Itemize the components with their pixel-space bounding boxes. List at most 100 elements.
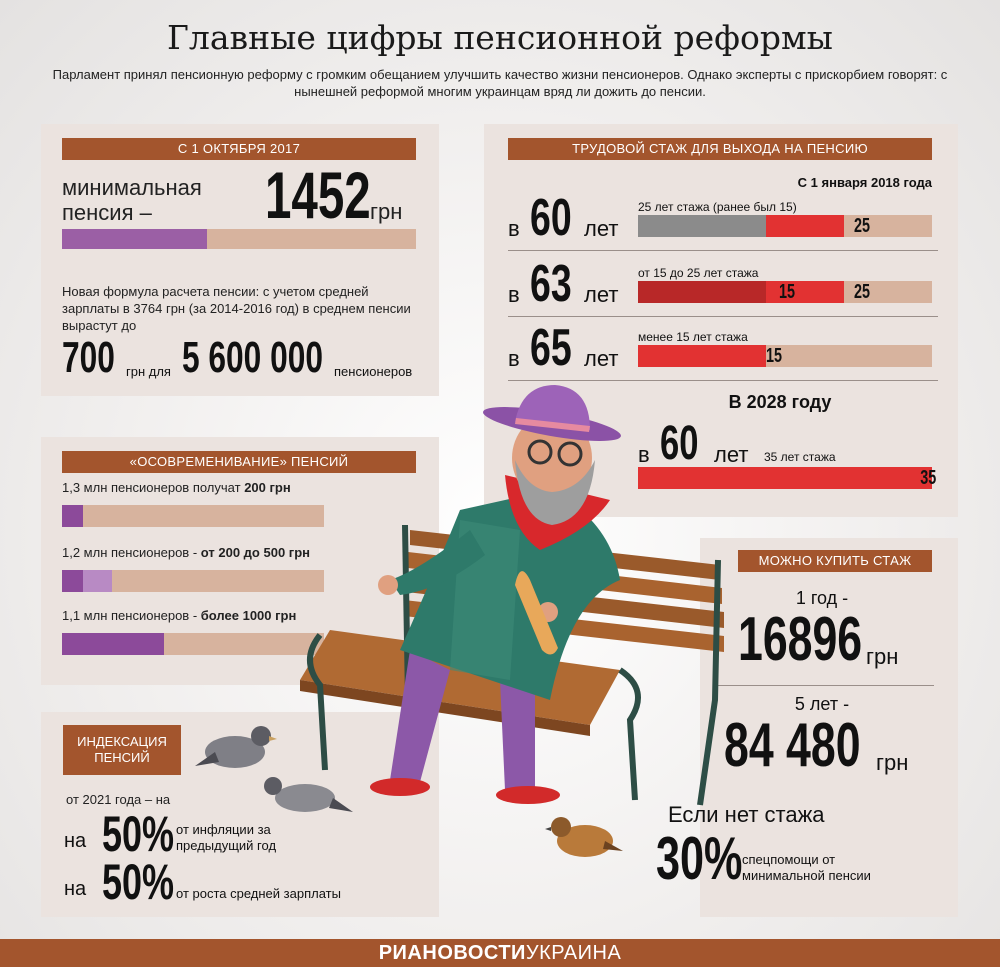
buy-divider (718, 685, 934, 686)
modernization-row-amount: более 1000 грн (200, 608, 297, 623)
pension-amount-row: 700 грн для 5 600 000 пенсионеров (62, 334, 442, 382)
five-years-unit: грн (876, 750, 909, 775)
work-row-bar-segment (765, 281, 844, 303)
footer-bar (0, 939, 1000, 967)
indexation-header-line2: ПЕНСИЙ (94, 750, 150, 765)
work-row-note: менее 15 лет стажа (638, 330, 748, 344)
indexation-row: на 50% от роста средней зарплаты (64, 856, 434, 908)
work-row-bar-segment (765, 215, 844, 237)
work-row-bar: 25 (638, 215, 932, 237)
indexation-value: 50% (102, 806, 175, 862)
modernization-row-label: 1,2 млн пенсионеров - (62, 545, 201, 560)
pct-row: 30% спецпомощи от минимальной пенсии (656, 828, 946, 892)
indexation-prefix: на (64, 830, 87, 852)
modernization-row-text: 1,3 млн пенсионеров получат 200 грн (62, 480, 291, 495)
work-experience-header: ТРУДОВОЙ СТАЖ ДЛЯ ВЫХОДА НА ПЕНСИЮ (508, 138, 932, 160)
work-row-suffix: лет (584, 346, 619, 371)
work-row-suffix: лет (584, 216, 619, 241)
row-2028-note: 35 лет стажа (764, 450, 836, 464)
one-year-label: 1 год - (795, 588, 849, 608)
work-row-age: 65 (530, 319, 572, 377)
year-2028-label: В 2028 году (728, 392, 832, 412)
row-2028-age: 60 (660, 417, 699, 470)
special-aid-desc-line2: минимальной пенсии (742, 868, 871, 883)
pensioner-count-unit: пенсионеров (334, 364, 413, 379)
modernization-row-text: 1,2 млн пенсионеров - от 200 до 500 грн (62, 545, 310, 560)
work-row-suffix: лет (584, 282, 619, 307)
row-2028-bar-label: 35 (919, 467, 936, 489)
modernization-row-amount: 200 грн (244, 480, 291, 495)
work-row-bar-label: 25 (854, 215, 871, 237)
work-row-bar: 15 25 (638, 281, 932, 303)
indexation-from: от 2021 года – на (66, 792, 171, 807)
modernization-bar-fill (62, 570, 83, 592)
work-row-bar-label: 25 (854, 281, 871, 303)
indexation-prefix: на (64, 878, 87, 900)
buy-experience-panel (700, 538, 958, 917)
brand-logo: РИАНОВОСТИУКРАИНА (0, 939, 1000, 967)
indexation-desc-line2: предыдущий год (176, 838, 277, 853)
indexation-row: на 50% от инфляции за предыдущий год (64, 808, 434, 860)
work-row-prefix: в (508, 282, 520, 307)
min-pension-panel (41, 124, 439, 396)
work-row-bar-segment (638, 215, 766, 237)
pensioner-illustration (300, 385, 724, 806)
min-pension-unit: грн (370, 199, 403, 224)
modernization-bar (62, 570, 324, 592)
old-man (370, 385, 621, 804)
modernization-bar-fill-secondary (82, 570, 112, 592)
indexation-desc-line1: от роста средней зарплаты (176, 886, 341, 901)
work-row-divider (508, 250, 938, 251)
pension-amount: 700 (62, 333, 115, 382)
min-pension-number: 1452 (265, 158, 371, 232)
special-aid-desc-line1: спецпомощи от (742, 852, 836, 867)
indexation-desc: от роста средней зарплаты (176, 886, 341, 902)
pension-amount-unit: грн для (126, 364, 171, 379)
min-pension-header: С 1 ОКТЯБРЯ 2017 (62, 138, 416, 160)
modernization-bar (62, 633, 324, 655)
page-subtitle: Парламент принял пенсионную реформу с гр… (52, 67, 948, 99)
work-row-note: 25 лет стажа (ранее был 15) (638, 200, 797, 214)
row-2028: в 60 лет 35 лет стажа (638, 420, 938, 468)
pension-formula-text: Новая формула расчета пенсии: с учетом с… (62, 284, 411, 333)
brand-light: УКРАИНА (525, 942, 622, 964)
row-2028-bar: 35 (638, 467, 936, 489)
no-experience-label: Если нет стажа (668, 802, 825, 827)
work-row-prefix: в (508, 216, 520, 241)
modernization-bar-fill (62, 505, 83, 527)
indexation-header-line1: ИНДЕКСАЦИЯ (77, 734, 167, 749)
indexation-desc-line1: от инфляции за (176, 822, 271, 837)
pensioner-count: 5 600 000 (182, 333, 323, 382)
modernization-row-label: 1,1 млн пенсионеров - (62, 608, 201, 623)
modernization-row-text: 1,1 млн пенсионеров - более 1000 грн (62, 608, 296, 623)
five-years-value: 84 480 (724, 711, 861, 780)
special-aid-desc: спецпомощи от минимальной пенсии (742, 852, 871, 884)
indexation-header: ИНДЕКСАЦИЯ ПЕНСИЙ (63, 725, 181, 775)
pigeons (195, 726, 353, 812)
modernization-row-label: 1,3 млн пенсионеров получат (62, 480, 245, 495)
min-pension-label-line2: пенсия – (62, 200, 152, 225)
one-year-value: 16896 (738, 605, 863, 674)
five-years-row: 84 480 грн (724, 714, 944, 778)
work-experience-date: С 1 января 2018 года (797, 175, 932, 190)
special-aid-pct: 30% (656, 825, 743, 892)
modernization-bar (62, 505, 324, 527)
row-2028-prefix: в (638, 442, 650, 467)
min-pension-label: минимальная пенсия – (62, 175, 202, 225)
work-row-age: 60 (530, 189, 572, 247)
indexation-value: 50% (102, 854, 175, 910)
modernization-bar-fill (62, 633, 165, 655)
sparrow-icon (545, 817, 623, 857)
one-year-row: 16896 грн (738, 608, 938, 672)
page-title: Главные цифры пенсионной реформы (167, 18, 833, 57)
indexation-desc: от инфляции за предыдущий год (176, 822, 276, 854)
pigeon-icon (264, 777, 353, 812)
work-row-prefix: в (508, 346, 520, 371)
work-row-bar-label: 15 (765, 345, 782, 367)
buy-experience-header: МОЖНО КУПИТЬ СТАЖ (738, 550, 932, 572)
work-row-divider (508, 380, 938, 381)
five-years-label: 5 лет - (794, 694, 850, 714)
work-row-bar-segment (638, 281, 766, 303)
min-pension-value: 1452 (265, 160, 412, 230)
work-row-bar: 15 (638, 345, 932, 367)
